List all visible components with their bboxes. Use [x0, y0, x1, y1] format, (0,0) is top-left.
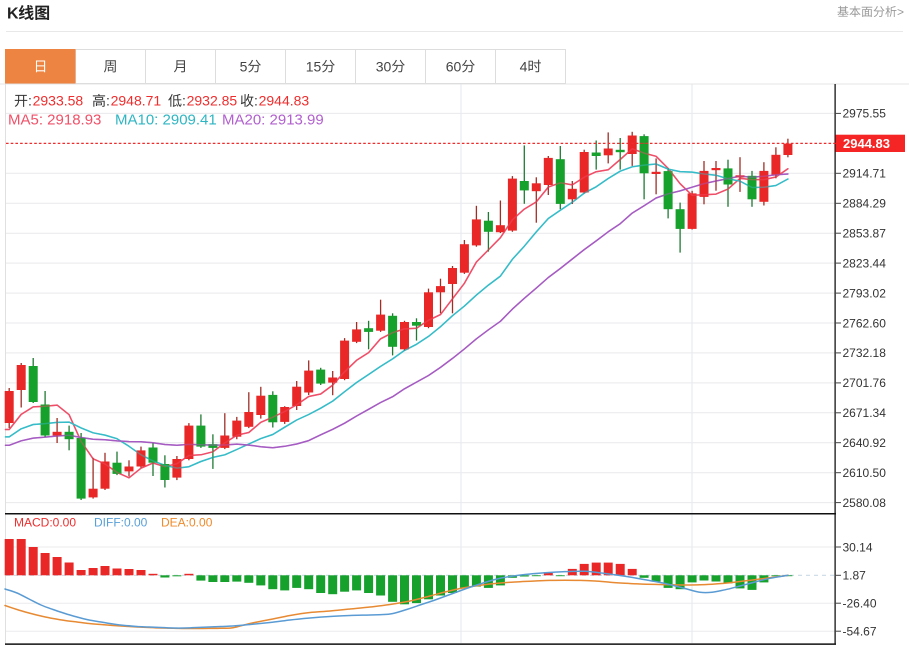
svg-text:2932.85: 2932.85: [187, 93, 238, 109]
svg-text:2914.71: 2914.71: [843, 167, 887, 181]
svg-text::: :: [182, 93, 186, 109]
svg-text::: :: [28, 93, 32, 109]
svg-text:-54.67: -54.67: [843, 625, 877, 639]
svg-text:DIFF:0.00: DIFF:0.00: [94, 515, 148, 529]
svg-text:K: K: [7, 6, 19, 23]
svg-text:5: 5: [240, 58, 248, 74]
svg-text:30.14: 30.14: [843, 540, 873, 554]
svg-text:2793.02: 2793.02: [843, 286, 887, 300]
svg-text:2975.55: 2975.55: [843, 107, 887, 121]
svg-text:4: 4: [520, 58, 528, 74]
svg-text::: :: [254, 93, 258, 109]
svg-text:2701.76: 2701.76: [843, 376, 887, 390]
svg-text:30: 30: [376, 58, 392, 74]
svg-text:MA5: 2918.93: MA5: 2918.93: [8, 111, 101, 128]
svg-text:2732.18: 2732.18: [843, 346, 887, 360]
svg-text:2823.44: 2823.44: [843, 256, 887, 270]
svg-text:MA20: 2913.99: MA20: 2913.99: [222, 111, 324, 128]
svg-text:MACD:0.00: MACD:0.00: [14, 515, 76, 529]
svg-text:2884.29: 2884.29: [843, 197, 887, 211]
svg-text:2948.71: 2948.71: [111, 93, 162, 109]
svg-text:DEA:0.00: DEA:0.00: [161, 515, 213, 529]
svg-text:2853.87: 2853.87: [843, 227, 887, 241]
svg-text:2933.58: 2933.58: [33, 93, 84, 109]
svg-text:2580.08: 2580.08: [843, 496, 887, 510]
svg-text:2944.83: 2944.83: [259, 93, 310, 109]
svg-text:15: 15: [306, 58, 322, 74]
svg-text:2671.34: 2671.34: [843, 406, 887, 420]
svg-text:2610.50: 2610.50: [843, 466, 887, 480]
svg-text:-26.40: -26.40: [843, 597, 877, 611]
svg-text:2640.92: 2640.92: [843, 436, 887, 450]
svg-text:2762.60: 2762.60: [843, 316, 887, 330]
svg-text:>: >: [897, 5, 904, 19]
svg-text:2944.83: 2944.83: [843, 136, 890, 151]
svg-text:1.87: 1.87: [843, 569, 867, 583]
svg-text::: :: [106, 93, 110, 109]
svg-text:MA10: 2909.41: MA10: 2909.41: [115, 111, 217, 128]
svg-text:60: 60: [446, 58, 462, 74]
